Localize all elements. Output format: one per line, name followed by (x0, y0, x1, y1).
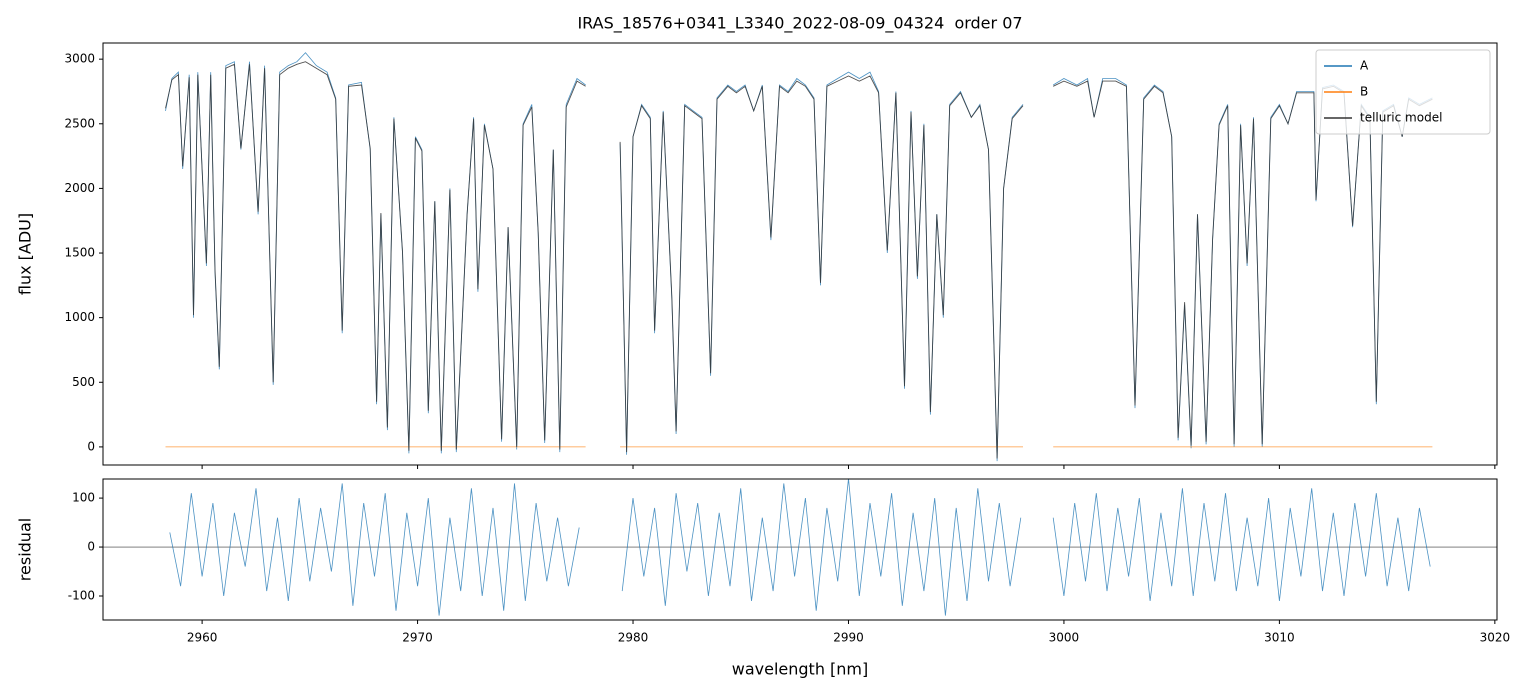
y-tick-label: 0 (87, 439, 95, 453)
axes-frame (102, 478, 1498, 621)
series-line (169, 479, 1431, 616)
plot-area (165, 52, 1433, 462)
x-tick-label: 2980 (618, 631, 649, 645)
legend-label: A (1360, 59, 1369, 73)
y-tick-label: 1500 (64, 246, 95, 260)
x-tick-label: 2960 (187, 631, 218, 645)
chart-title: IRAS_18576+0341_L3340_2022-08-09_04324 o… (577, 14, 1022, 34)
y-tick-label: 0 (87, 540, 95, 554)
y-tick-label: 100 (72, 491, 95, 505)
legend-label: B (1360, 85, 1368, 99)
y-axis-label: residual (16, 518, 35, 581)
x-tick-label: 2970 (402, 631, 433, 645)
plot-area (169, 479, 1431, 616)
x-axis-label: wavelength [nm] (732, 660, 869, 679)
x-tick-label: 3000 (1049, 631, 1080, 645)
x-tick-label: 3020 (1480, 631, 1511, 645)
series-line (165, 61, 1433, 459)
y-tick-label: 2500 (64, 116, 95, 130)
y-tick-label: 2000 (64, 181, 95, 195)
x-tick-label: 3010 (1264, 631, 1295, 645)
y-axis-label: flux [ADU] (16, 213, 35, 295)
legend-box (1315, 49, 1491, 135)
x-tick-label: 2990 (833, 631, 864, 645)
y-tick-label: 500 (72, 375, 95, 389)
y-tick-label: -100 (68, 589, 95, 603)
legend-label: telluric model (1360, 111, 1442, 125)
axes-frame (102, 42, 1498, 466)
y-tick-label: 3000 (64, 52, 95, 66)
y-tick-label: 1000 (64, 310, 95, 324)
series-line (165, 52, 1433, 462)
